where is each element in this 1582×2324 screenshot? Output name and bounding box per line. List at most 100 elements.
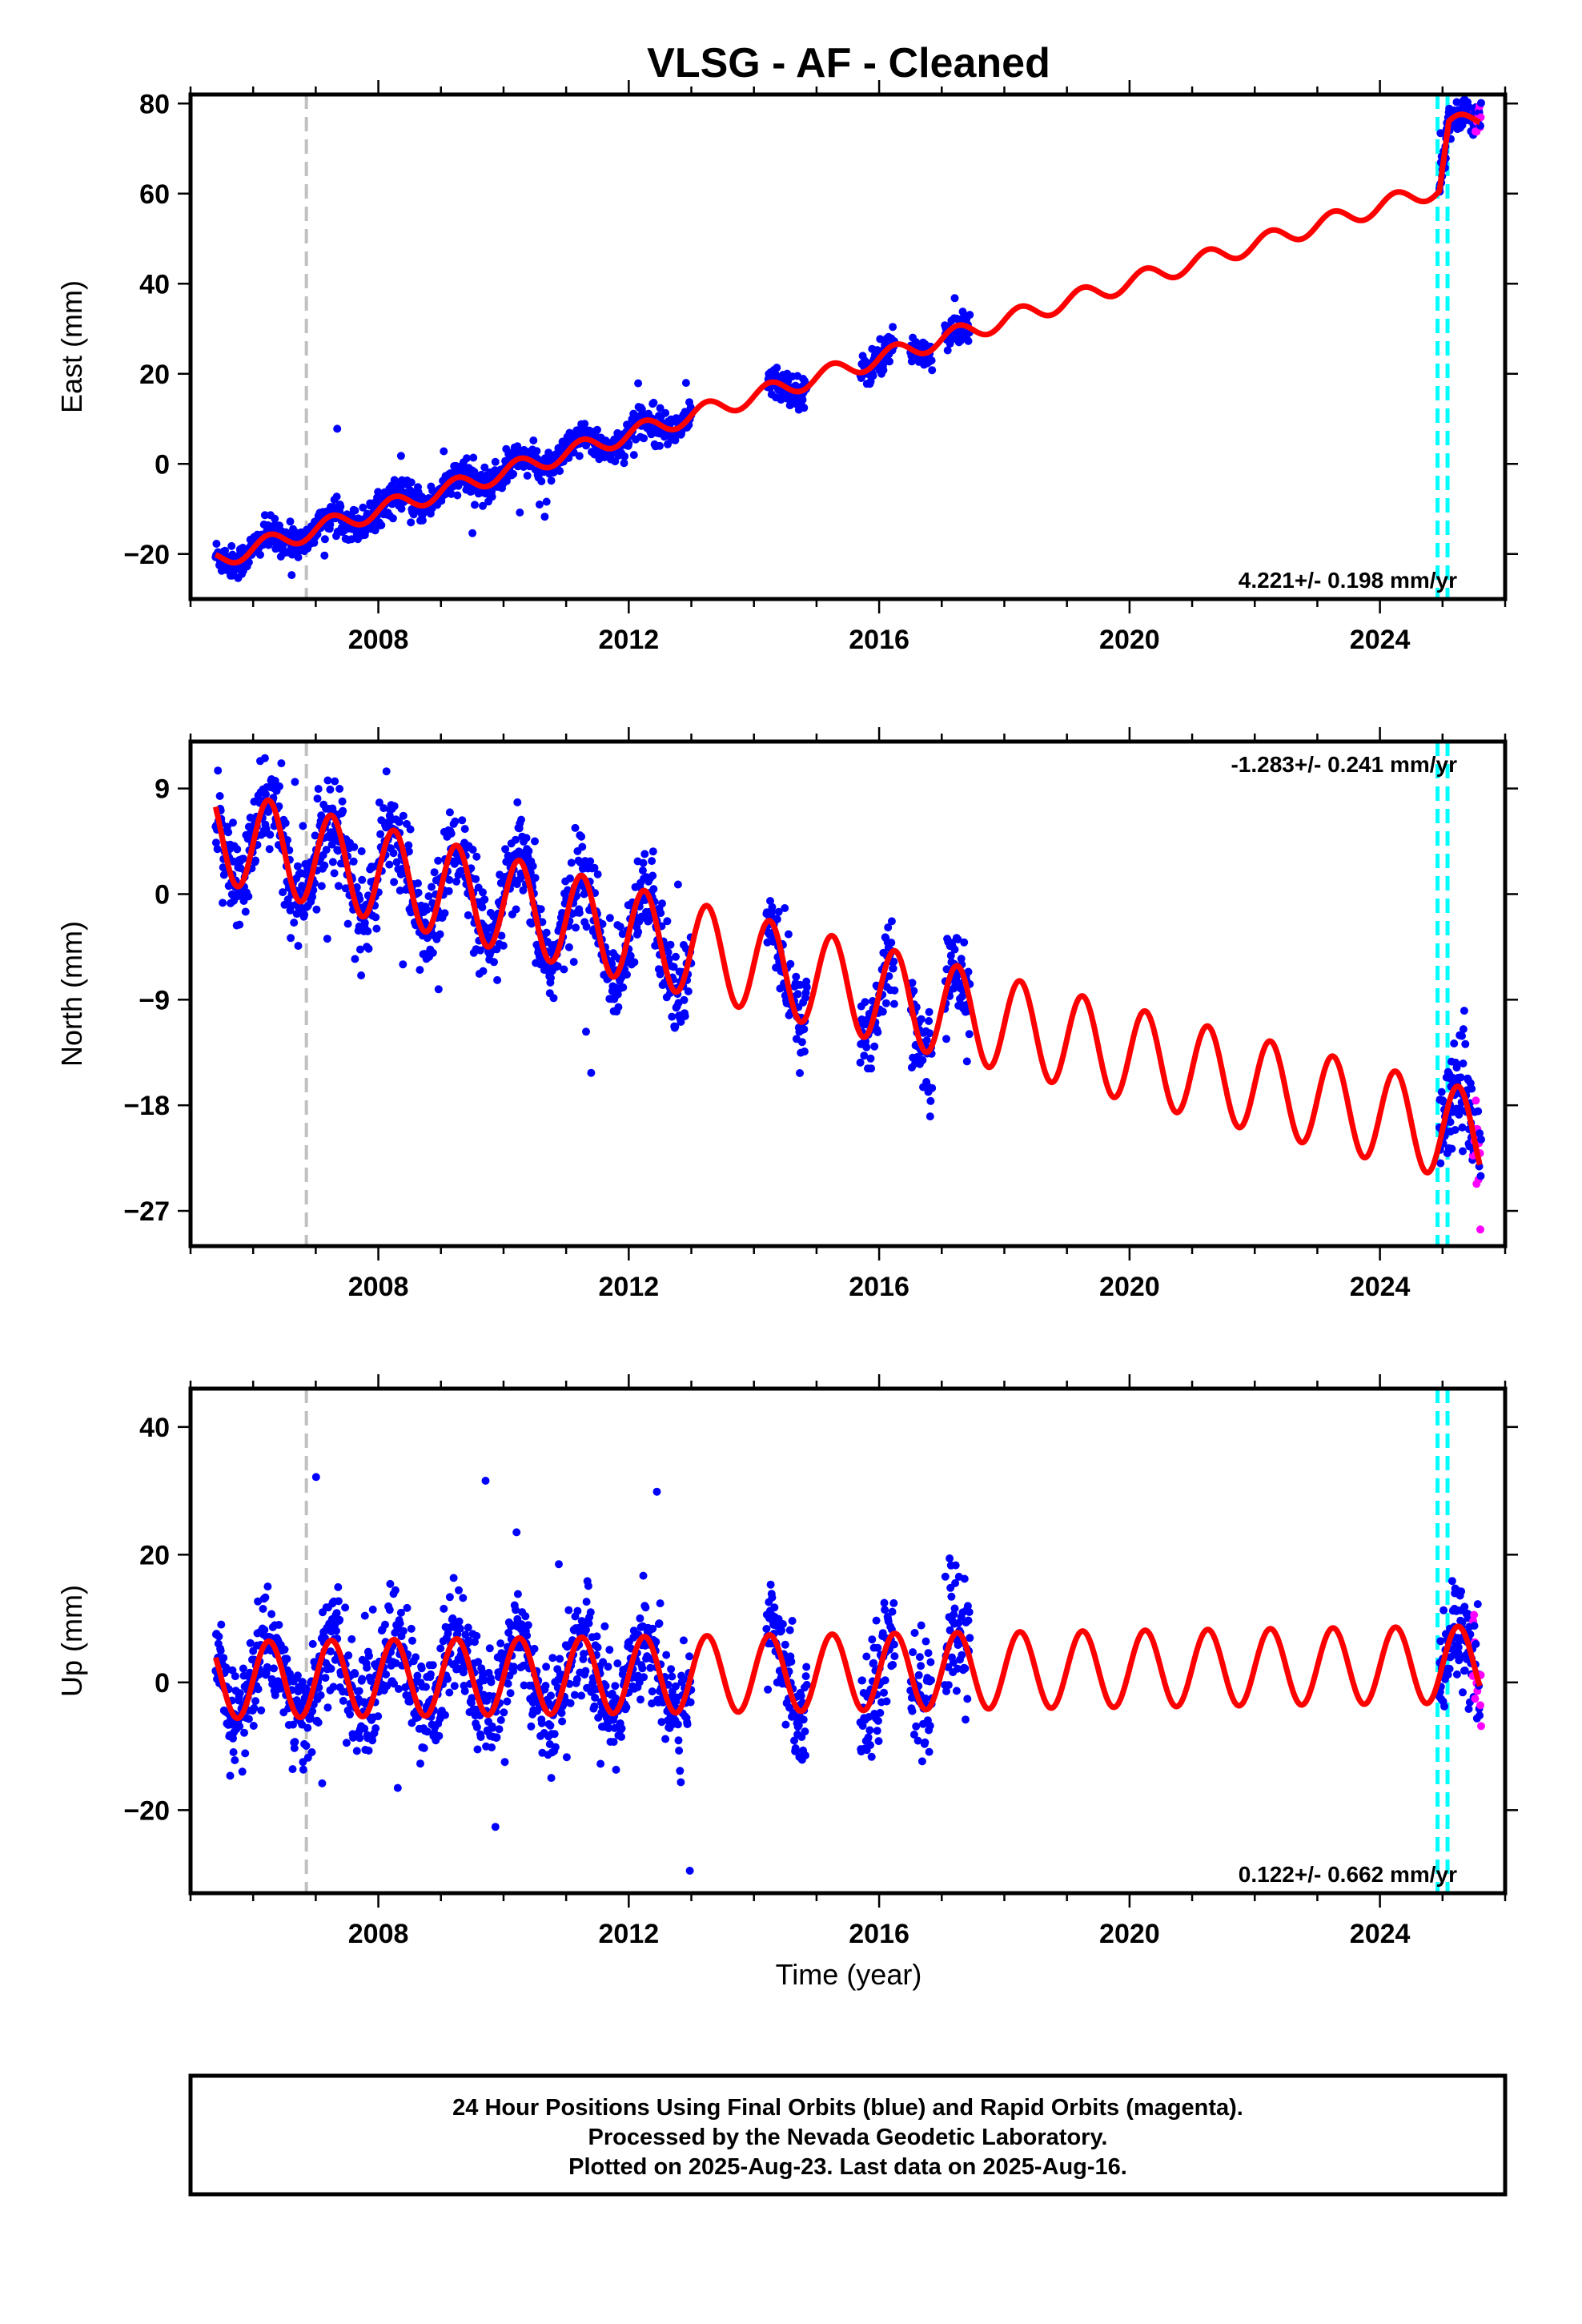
final-orbit-point — [1458, 1123, 1467, 1132]
final-orbit-point — [640, 850, 649, 858]
final-orbit-point — [592, 1632, 601, 1641]
final-orbit-point — [639, 858, 648, 867]
final-orbit-point — [590, 1702, 599, 1711]
final-orbit-point — [663, 917, 672, 926]
final-orbit-point — [453, 491, 462, 500]
final-orbit-point — [334, 882, 343, 891]
final-orbit-point — [582, 923, 591, 931]
final-orbit-point — [549, 994, 558, 1003]
final-orbit-point — [675, 1747, 684, 1755]
final-orbit-point — [459, 1594, 468, 1602]
final-orbit-point — [374, 488, 383, 497]
final-orbit-point — [550, 1730, 559, 1739]
final-orbit-point — [417, 1664, 426, 1673]
rapid-orbit-point — [1471, 1695, 1480, 1703]
final-orbit-point — [347, 535, 356, 544]
final-orbit-point — [277, 759, 286, 768]
final-orbit-point — [537, 477, 546, 485]
final-orbit-point — [580, 420, 589, 428]
final-orbit-point — [558, 1717, 567, 1726]
final-orbit-point — [881, 999, 890, 1007]
final-orbit-point — [323, 776, 332, 785]
final-orbit-point — [609, 1738, 618, 1747]
final-orbit-point — [368, 1605, 377, 1614]
final-orbit-point — [219, 899, 227, 907]
final-orbit-point — [385, 860, 394, 869]
x-tick-label: 2012 — [599, 1272, 660, 1302]
x-tick-label: 2024 — [1350, 1272, 1411, 1302]
final-orbit-point — [918, 1055, 927, 1064]
final-orbit-point — [530, 1644, 539, 1653]
final-orbit-point — [946, 1554, 954, 1562]
final-orbit-point — [792, 972, 801, 981]
final-orbit-point — [649, 398, 658, 407]
final-orbit-point — [472, 1631, 481, 1640]
final-orbit-point — [287, 571, 296, 580]
final-orbit-point — [445, 808, 454, 817]
final-orbit-point — [917, 1662, 926, 1671]
final-orbit-point — [371, 913, 380, 922]
final-orbit-point — [371, 1724, 380, 1733]
y-tick-label: 0 — [155, 879, 170, 910]
final-orbit-point — [531, 874, 540, 883]
final-orbit-point — [521, 1612, 530, 1621]
final-orbit-point — [876, 335, 885, 344]
final-orbit-point — [447, 489, 456, 498]
final-orbit-point — [912, 1722, 921, 1731]
final-orbit-point — [671, 436, 680, 444]
final-orbit-point — [420, 1743, 428, 1752]
final-orbit-point — [564, 1606, 573, 1614]
final-orbit-point — [388, 514, 397, 523]
final-orbit-point — [326, 785, 335, 794]
up-y-axis-label: Up (mm) — [55, 1585, 88, 1697]
final-orbit-point — [921, 1738, 930, 1747]
final-orbit-point — [360, 1611, 369, 1620]
final-orbit-point — [238, 1767, 247, 1776]
final-orbit-point — [547, 1691, 555, 1700]
final-orbit-point — [560, 965, 568, 974]
final-orbit-point — [925, 1017, 934, 1025]
final-orbit-point — [582, 1027, 590, 1036]
final-orbit-point — [265, 845, 274, 854]
final-orbit-point — [873, 1727, 881, 1735]
final-orbit-point — [801, 1672, 810, 1681]
final-orbit-point — [320, 535, 329, 544]
final-orbit-point — [1458, 1031, 1466, 1040]
final-orbit-point — [280, 1645, 289, 1654]
final-orbit-point — [942, 1035, 950, 1043]
final-orbit-point — [793, 990, 802, 999]
final-orbit-point — [619, 983, 628, 991]
final-orbit-point — [440, 1604, 448, 1613]
final-orbit-point — [261, 1593, 270, 1602]
final-orbit-point — [396, 452, 405, 460]
final-orbit-point — [562, 1753, 571, 1762]
final-orbit-point — [676, 1767, 685, 1775]
final-orbit-point — [680, 995, 689, 1004]
final-orbit-point — [605, 1646, 614, 1655]
final-orbit-point — [613, 1659, 622, 1668]
final-orbit-point — [928, 1084, 937, 1092]
final-orbit-point — [655, 1619, 664, 1628]
final-orbit-point — [344, 1651, 353, 1660]
final-orbit-point — [341, 1603, 350, 1612]
final-orbit-point — [880, 1688, 888, 1697]
final-orbit-point — [926, 1112, 934, 1121]
final-orbit-point — [244, 558, 253, 567]
final-orbit-point — [662, 1651, 671, 1659]
final-orbit-point — [966, 311, 974, 320]
final-orbit-point — [513, 442, 522, 451]
final-orbit-point — [364, 944, 373, 953]
rapid-orbit-point — [1470, 1610, 1479, 1619]
final-orbit-point — [294, 942, 303, 951]
rapid-orbit-point — [1477, 1722, 1485, 1731]
final-orbit-point — [308, 1639, 317, 1648]
final-orbit-point — [496, 1639, 505, 1648]
final-orbit-point — [364, 1747, 373, 1755]
final-orbit-point — [604, 1663, 612, 1671]
final-orbit-point — [1459, 1688, 1467, 1697]
final-orbit-point — [629, 451, 638, 460]
final-orbit-point — [624, 439, 633, 448]
final-orbit-point — [596, 1759, 605, 1768]
final-orbit-point — [889, 1640, 898, 1649]
final-orbit-point — [311, 1473, 320, 1482]
